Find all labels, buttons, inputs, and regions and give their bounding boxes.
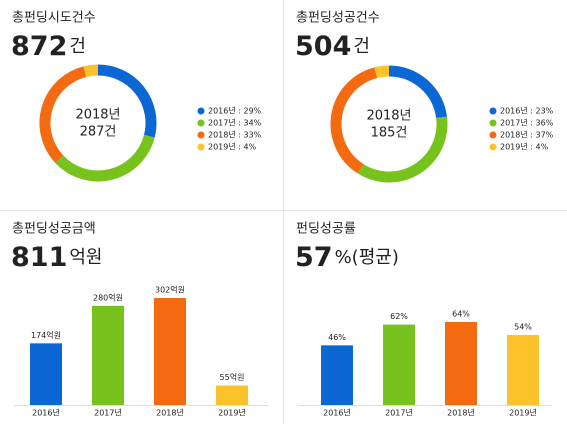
- total-value: 504: [295, 31, 351, 62]
- center-value: 287건: [80, 125, 117, 140]
- center-label: 2018년: [366, 109, 411, 124]
- legend-icon: [197, 131, 205, 139]
- legend-label: 2016년 : 29%: [208, 106, 262, 116]
- legend-label: 2019년 : 4%: [500, 142, 549, 152]
- center-value: 185건: [371, 126, 408, 141]
- bar: [507, 334, 539, 405]
- bar: [321, 345, 353, 405]
- donut-segment: [39, 66, 87, 164]
- value-label: 55억원: [220, 372, 245, 382]
- legend-icon: [197, 107, 205, 115]
- x-tick-label: 2016년: [32, 408, 60, 418]
- x-tick-label: 2017년: [385, 408, 413, 418]
- total: 872 건: [11, 31, 86, 62]
- bar: [445, 322, 477, 405]
- value-label: 54%: [514, 322, 532, 331]
- panel-title: 총펀딩성공금액: [12, 222, 96, 237]
- x-tick-label: 2017년: [94, 408, 122, 418]
- panel-title: 총펀딩성공건수: [296, 11, 380, 26]
- total-value: 57: [295, 242, 333, 273]
- donut-segment: [55, 134, 155, 182]
- legend-icon: [489, 131, 497, 139]
- total: 57 %(평균): [295, 242, 399, 273]
- bar: [30, 343, 62, 405]
- value-label: 46%: [328, 333, 346, 342]
- bar: [92, 305, 124, 405]
- bar: [383, 324, 415, 405]
- panel-title: 펀딩성공률: [296, 222, 356, 237]
- legend-icon: [197, 119, 205, 127]
- legend-icon: [489, 107, 497, 115]
- total-unit: 억원: [69, 247, 102, 268]
- donut-segment: [357, 116, 448, 183]
- total-value: 872: [11, 31, 67, 62]
- total: 504 건: [295, 31, 370, 62]
- legend-label: 2019년 : 4%: [208, 142, 257, 152]
- legend-icon: [489, 119, 497, 127]
- value-label: 280억원: [93, 292, 123, 302]
- total-unit: %(평균): [335, 247, 399, 268]
- total: 811 억원: [11, 242, 103, 273]
- legend-icon: [197, 143, 205, 151]
- total-unit: 건: [69, 36, 86, 57]
- x-tick-label: 2019년: [509, 408, 537, 418]
- x-tick-label: 2018년: [156, 408, 184, 418]
- donut-segment: [330, 67, 378, 174]
- panel-title: 총펀딩시도건수: [12, 11, 96, 26]
- bar: [154, 298, 186, 405]
- value-label: 64%: [452, 310, 470, 319]
- legend-icon: [489, 143, 497, 151]
- center-label: 2018년: [75, 108, 120, 123]
- legend-label: 2018년 : 37%: [500, 130, 554, 140]
- x-tick-label: 2019년: [218, 408, 246, 418]
- legend-label: 2016년 : 23%: [500, 106, 554, 116]
- value-label: 302억원: [155, 285, 185, 295]
- donut-segment: [83, 64, 99, 78]
- donut-segment: [374, 65, 390, 79]
- value-label: 174억원: [31, 330, 61, 340]
- x-tick-label: 2018년: [447, 408, 475, 418]
- value-label: 62%: [390, 312, 408, 321]
- total-value: 811: [11, 242, 67, 273]
- x-tick-label: 2016년: [323, 408, 351, 418]
- legend-label: 2017년 : 36%: [500, 118, 554, 128]
- donut-segment: [388, 65, 448, 119]
- donut-segment: [97, 64, 157, 138]
- bar: [216, 385, 248, 405]
- legend-label: 2018년 : 33%: [208, 130, 262, 140]
- legend-label: 2017년 : 34%: [208, 118, 262, 128]
- total-unit: 건: [353, 36, 370, 57]
